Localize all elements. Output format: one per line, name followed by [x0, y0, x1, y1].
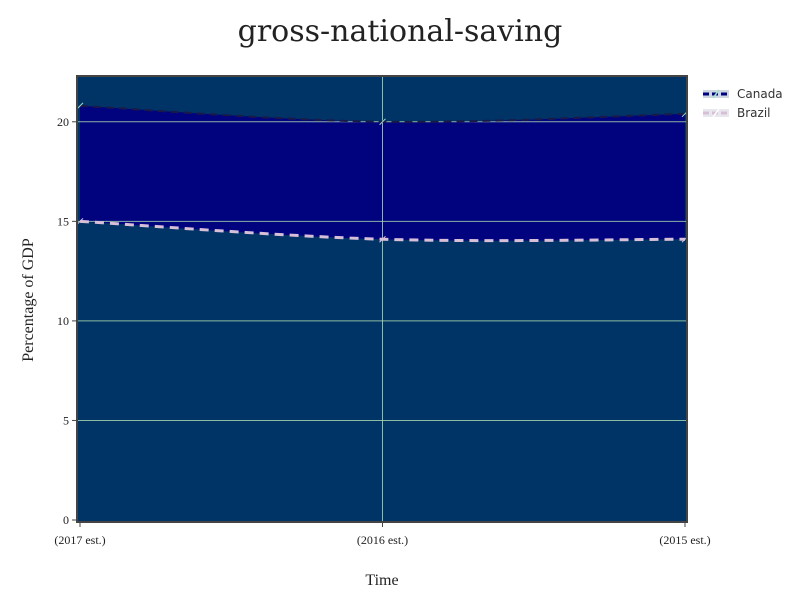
- y-tick-label: 10: [57, 314, 69, 328]
- data-point-canada: [379, 118, 386, 126]
- y-tick-label: 15: [57, 214, 69, 228]
- y-axis-title: Percentage of GDP: [20, 238, 37, 362]
- plot-area: 0 5 10 15 20 (2017 est.) (2016 est.) (2015 est.…: [54, 75, 711, 547]
- y-tick-label: 20: [57, 115, 69, 129]
- x-axis-title: Time: [365, 572, 398, 589]
- legend-label: Canada: [737, 87, 783, 101]
- x-tick-label: (2016 est.): [357, 533, 408, 547]
- x-tick-label: (2017 est.): [54, 533, 105, 547]
- legend-swatch-marker: [712, 89, 720, 99]
- legend-swatch-marker: [712, 108, 720, 118]
- y-tick-label: 5: [63, 413, 69, 427]
- y-tick-label: 0: [63, 513, 69, 527]
- data-point-brazil: [379, 235, 386, 243]
- x-tick-label: (2015 est.): [659, 533, 710, 547]
- chart-title: gross-national-saving: [238, 14, 563, 49]
- legend-label: Brazil: [737, 106, 771, 120]
- legend: Canada Brazil: [703, 87, 783, 120]
